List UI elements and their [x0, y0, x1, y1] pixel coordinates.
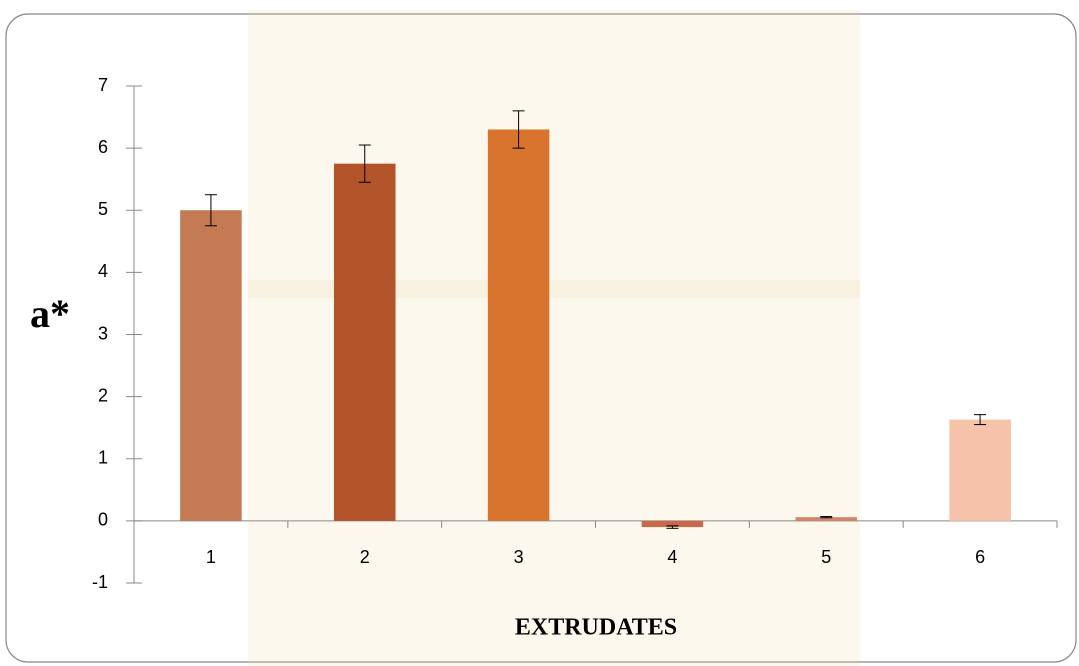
error-bar [820, 516, 833, 519]
x-tick-label: 6 [975, 547, 985, 567]
y-tick-label: 7 [98, 75, 108, 95]
x-tick-label: 3 [514, 547, 524, 567]
x-axis-label: EXTRUDATES [515, 615, 677, 641]
y-tick-label: 0 [98, 510, 108, 530]
y-tick-label: 3 [98, 323, 108, 343]
x-tick-label: 1 [206, 547, 216, 567]
y-tick-label: 4 [98, 261, 108, 281]
bar [795, 517, 858, 521]
bar [333, 163, 396, 521]
error-bar [204, 194, 217, 227]
x-tick-label: 4 [667, 547, 677, 567]
error-bar [666, 525, 679, 529]
bar [180, 210, 242, 521]
y-tick-label: 2 [98, 385, 108, 405]
y-axis-label: a* [30, 291, 70, 336]
x-tick-label: 2 [360, 547, 370, 567]
error-bar [358, 144, 371, 183]
y-tick-label: 1 [98, 448, 108, 468]
y-tick-label: 6 [98, 137, 108, 157]
bar [487, 129, 550, 521]
x-tick-label: 5 [821, 547, 831, 567]
bar [641, 520, 704, 528]
error-bar [512, 110, 525, 149]
y-tick-label: 5 [98, 199, 108, 219]
y-tick-label: -1 [92, 572, 108, 592]
error-bar [974, 414, 987, 426]
bar [949, 419, 1011, 521]
